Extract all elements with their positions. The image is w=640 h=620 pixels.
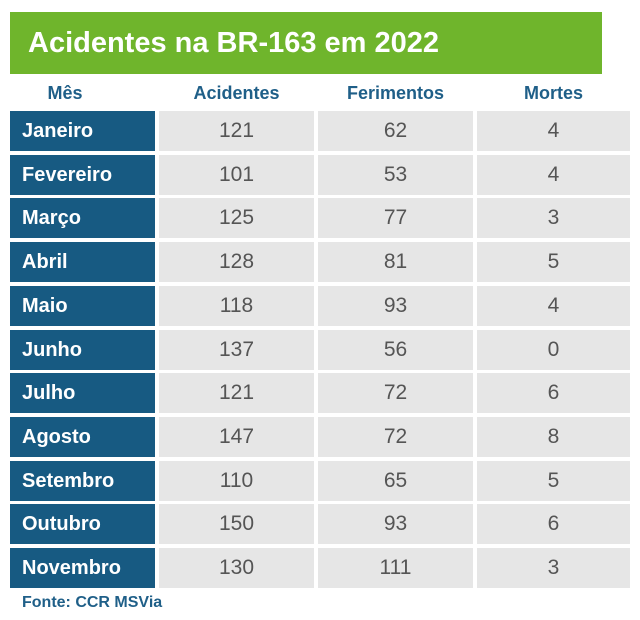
table-row: Julho 121 72 6 [10, 373, 630, 413]
acidentes-cell: 118 [159, 286, 314, 326]
table-row: Outubro 150 93 6 [10, 504, 630, 544]
mortes-cell: 0 [477, 330, 630, 370]
ferimentos-cell: 62 [318, 111, 473, 151]
acidentes-cell: 130 [159, 548, 314, 588]
chart-title: Acidentes na BR-163 em 2022 [10, 12, 602, 74]
month-cell: Março [10, 198, 155, 238]
table-row: Novembro 130 111 3 [10, 548, 630, 588]
acidentes-cell: 137 [159, 330, 314, 370]
ferimentos-cell: 56 [318, 330, 473, 370]
mortes-cell: 5 [477, 461, 630, 501]
table-row: Janeiro 121 62 4 [10, 111, 630, 151]
ferimentos-cell: 111 [318, 548, 473, 588]
ferimentos-cell: 93 [318, 286, 473, 326]
table-header: Mês Acidentes Ferimentos Mortes [10, 76, 630, 110]
table-row: Junho 137 56 0 [10, 330, 630, 370]
header-ferimentos: Ferimentos [346, 83, 445, 103]
ferimentos-cell: 93 [318, 504, 473, 544]
acidentes-cell: 147 [159, 417, 314, 457]
acidentes-cell: 110 [159, 461, 314, 501]
month-cell: Julho [10, 373, 155, 413]
header-acidentes: Acidentes [193, 83, 280, 103]
month-cell: Setembro [10, 461, 155, 501]
month-cell: Abril [10, 242, 155, 282]
header-mortes: Mortes [523, 83, 583, 103]
table-row: Fevereiro 101 53 4 [10, 155, 630, 195]
ferimentos-cell: 65 [318, 461, 473, 501]
table-row: Abril 128 81 5 [10, 242, 630, 282]
acidentes-cell: 125 [159, 198, 314, 238]
ferimentos-cell: 81 [318, 242, 473, 282]
ferimentos-cell: 53 [318, 155, 473, 195]
mortes-cell: 5 [477, 242, 630, 282]
header-mes: Mês [47, 83, 83, 103]
acidentes-cell: 128 [159, 242, 314, 282]
acidentes-cell: 121 [159, 111, 314, 151]
mortes-cell: 6 [477, 504, 630, 544]
table-row: Setembro 110 65 5 [10, 461, 630, 501]
acidentes-cell: 121 [159, 373, 314, 413]
month-cell: Fevereiro [10, 155, 155, 195]
table-row: Maio 118 93 4 [10, 286, 630, 326]
mortes-cell: 3 [477, 198, 630, 238]
month-cell: Novembro [10, 548, 155, 588]
month-cell: Janeiro [10, 111, 155, 151]
month-cell: Agosto [10, 417, 155, 457]
month-cell: Junho [10, 330, 155, 370]
ferimentos-cell: 77 [318, 198, 473, 238]
mortes-cell: 4 [477, 111, 630, 151]
month-cell: Outubro [10, 504, 155, 544]
mortes-cell: 6 [477, 373, 630, 413]
ferimentos-cell: 72 [318, 417, 473, 457]
acidentes-cell: 150 [159, 504, 314, 544]
mortes-cell: 4 [477, 286, 630, 326]
month-cell: Maio [10, 286, 155, 326]
ferimentos-cell: 72 [318, 373, 473, 413]
acidentes-cell: 101 [159, 155, 314, 195]
table-row: Março 125 77 3 [10, 198, 630, 238]
source-note: Fonte: CCR MSVia [22, 594, 163, 611]
mortes-cell: 4 [477, 155, 630, 195]
mortes-cell: 3 [477, 548, 630, 588]
table-row: Agosto 147 72 8 [10, 417, 630, 457]
mortes-cell: 8 [477, 417, 630, 457]
